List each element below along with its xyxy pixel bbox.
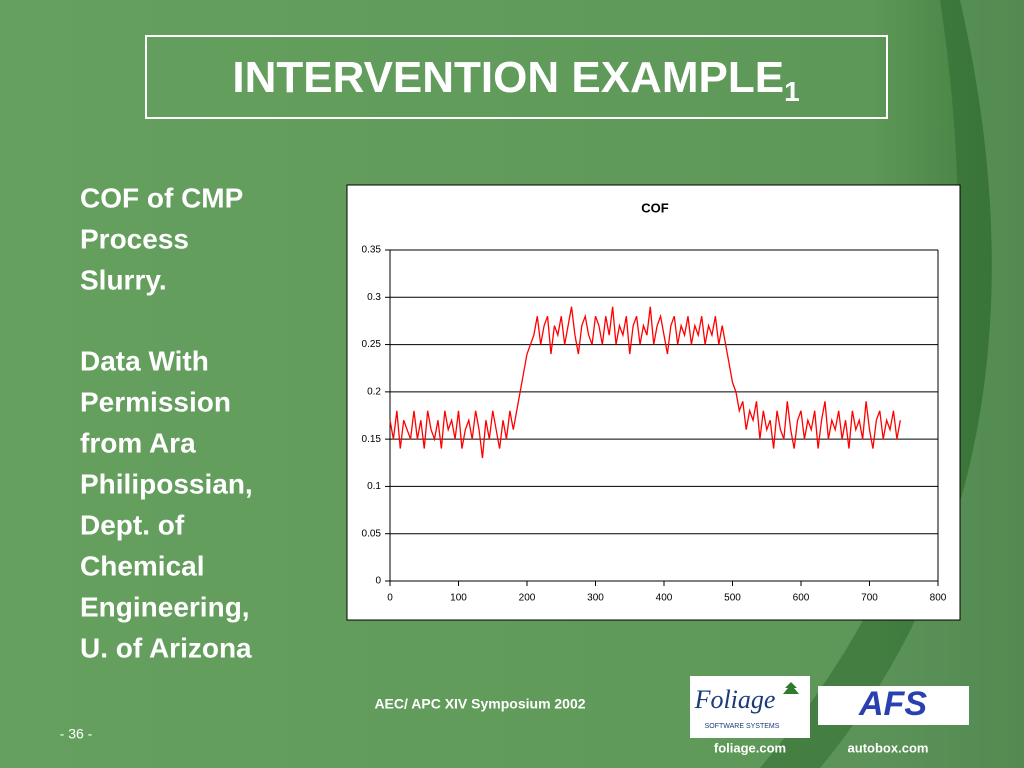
x-tick-label: 500 [724, 593, 741, 604]
chart-title: COF [641, 200, 669, 215]
body-text: COF of CMP Process Slurry. Data With Permiss… [80, 182, 253, 663]
x-tick-label: 800 [930, 593, 947, 604]
slide-title-group: INTERVENTION EXAMPLE1 [232, 53, 799, 108]
footer: AEC/ APC XIV Symposium 2002 [374, 696, 585, 712]
x-tick-label: 600 [793, 593, 810, 604]
y-tick-label: 0.2 [367, 386, 381, 397]
x-tick-label: 400 [656, 593, 673, 604]
x-tick-label: 0 [387, 593, 393, 604]
body-line: COF of CMP [80, 182, 243, 213]
y-tick-label: 0.3 [367, 292, 381, 303]
body-line: Data With [80, 345, 209, 376]
body-line: Process [80, 223, 189, 254]
link[interactable]: autobox.com [848, 740, 929, 755]
body-line: Dept. of [80, 509, 185, 540]
leaf-icon [783, 682, 799, 694]
y-tick-label: 0.15 [362, 434, 382, 445]
y-tick-label: 0.05 [362, 528, 382, 539]
body-line: Chemical [80, 550, 205, 581]
page-number: - 36 - [60, 726, 93, 742]
foliage-logo: Foliage [694, 685, 776, 714]
slide-title: INTERVENTION EXAMPLE [232, 53, 784, 102]
y-tick-label: 0.1 [367, 481, 381, 492]
x-tick-label: 200 [519, 593, 536, 604]
title-box [145, 35, 888, 119]
body-line: Permission [80, 386, 231, 417]
x-tick-label: 100 [450, 593, 467, 604]
data-line [389, 306, 901, 459]
body-line: U. of Arizona [80, 632, 252, 663]
y-tick-label: 0.35 [362, 245, 382, 256]
afs-logo-bg [818, 686, 969, 725]
decor [820, 0, 1024, 768]
chart-box [346, 184, 961, 621]
body-line: from Ara [80, 427, 196, 458]
plot: 0 0.05 0.1 0.15 0.2 0.25 0.3 0.35 0 100 200 300 400 5… [362, 245, 947, 604]
title-subscript: 1 [784, 76, 800, 107]
afs-logo: AFS [858, 685, 927, 723]
x-tick-label: 300 [587, 593, 604, 604]
link[interactable]: foliage.com [714, 740, 786, 755]
foliage-logo-sub: SOFTWARE SYSTEMS [705, 723, 780, 730]
y-tick-label: 0.25 [362, 339, 382, 350]
body-line: Engineering, [80, 591, 250, 622]
body-line: Philipossian, [80, 468, 253, 499]
x-tick-label: 700 [861, 593, 878, 604]
y-tick-label: 0 [375, 576, 381, 587]
body-line: Slurry. [80, 264, 167, 295]
